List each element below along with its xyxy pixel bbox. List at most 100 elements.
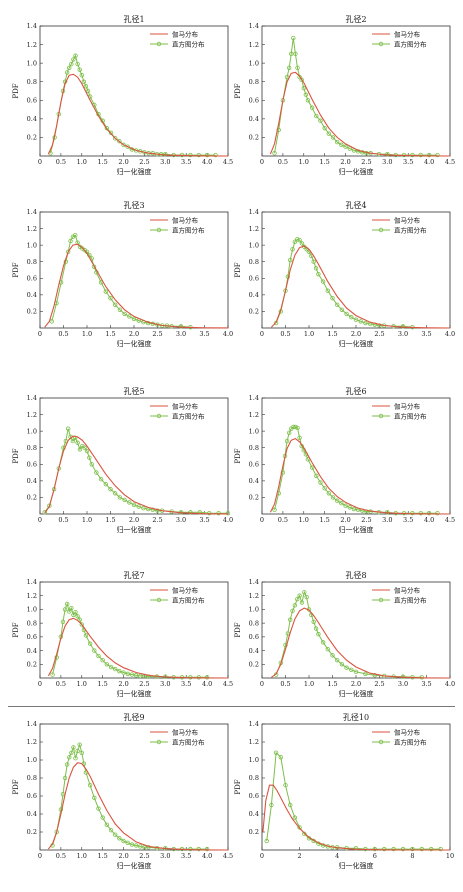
chart-title: 孔径3 — [123, 200, 144, 210]
y-tick-label: 1.4 — [27, 720, 37, 728]
chart-panel-10: 孔径10 0 2 4 6 8 10 0.2 0.4 0.6 0.8 1.0 1.2 1.4 归一化强度 PDF… — [234, 712, 454, 870]
histogram-point — [47, 503, 52, 508]
histogram-point — [349, 667, 354, 672]
legend-hist-marker — [156, 739, 162, 745]
x-axis-label: 归一化强度 — [117, 861, 152, 870]
legend-gamma-label: 伽马分布 — [394, 586, 421, 595]
x-tick-label: 8 — [410, 852, 414, 860]
legend-hist-marker — [378, 739, 384, 745]
histogram-point — [75, 748, 80, 754]
x-tick-label: 2.5 — [152, 330, 162, 338]
x-tick-label: 2.0 — [118, 852, 128, 860]
histogram-point — [295, 596, 300, 602]
y-tick-label: 0.2 — [249, 134, 259, 142]
series-histogram-line — [275, 238, 413, 328]
histogram-point — [326, 131, 332, 136]
histogram-point — [87, 783, 93, 788]
x-tick-label: 2 — [298, 852, 302, 860]
legend-hist-marker — [156, 41, 162, 47]
x-tick-label: 3.0 — [160, 852, 170, 860]
histogram-point — [295, 237, 300, 242]
y-tick-label: 0.4 — [27, 291, 37, 299]
histogram-point — [311, 259, 316, 264]
x-axis-label: 归一化强度 — [339, 689, 374, 698]
x-tick-label: 3.0 — [176, 330, 186, 338]
histogram-point — [343, 503, 348, 508]
histogram-point — [302, 590, 307, 595]
y-tick-label: 0.8 — [27, 774, 37, 782]
histogram-point — [297, 435, 302, 440]
histogram-point — [313, 266, 319, 271]
x-tick-label: 4.5 — [223, 852, 233, 860]
histogram-point — [65, 426, 71, 431]
histogram-point — [87, 641, 93, 646]
legend-hist-label: 直方图分布 — [394, 596, 427, 605]
x-tick-label: 10 — [446, 852, 454, 860]
y-tick-label: 1.0 — [27, 241, 37, 249]
histogram-point — [335, 139, 340, 145]
histogram-point — [293, 424, 298, 430]
y-tick-label: 0.2 — [27, 494, 37, 502]
histogram-point — [295, 65, 300, 70]
histogram-point — [117, 138, 122, 144]
y-tick-label: 1.4 — [249, 22, 259, 30]
histogram-point — [377, 323, 382, 328]
y-tick-label: 1.0 — [249, 606, 259, 614]
histogram-point — [127, 314, 132, 319]
y-tick-label: 0.6 — [249, 96, 259, 104]
histogram-point — [225, 510, 231, 516]
histogram-point — [288, 802, 293, 808]
histogram-point — [410, 846, 415, 852]
histogram-point — [204, 675, 210, 680]
series-gamma-line — [262, 784, 450, 851]
series-histogram-line — [52, 742, 208, 850]
histogram-point — [64, 70, 70, 75]
y-tick-label: 0.6 — [27, 792, 37, 800]
x-tick-label: 4.0 — [202, 852, 212, 860]
y-tick-label: 0.4 — [27, 647, 37, 655]
chart-title: 孔径8 — [345, 570, 366, 580]
histogram-point — [79, 622, 84, 627]
histogram-point — [73, 53, 78, 58]
histogram-point — [372, 846, 377, 852]
histogram-point — [89, 462, 94, 467]
x-tick-label: 6 — [373, 852, 377, 860]
histogram-point — [363, 671, 368, 677]
x-axis-label: 归一化强度 — [339, 167, 374, 176]
y-tick-label: 0.6 — [249, 274, 259, 282]
histogram-point — [50, 672, 55, 677]
histogram-point — [136, 504, 141, 509]
chart-title: 孔径9 — [123, 712, 144, 722]
histogram-point — [320, 640, 326, 645]
y-tick-label: 0.4 — [249, 477, 259, 485]
histogram-point — [75, 61, 80, 67]
histogram-point — [62, 607, 68, 612]
histogram-point — [67, 65, 72, 70]
series-histogram-line — [274, 426, 438, 514]
series-histogram-line — [49, 54, 216, 156]
histogram-point — [163, 151, 168, 157]
histogram-point — [351, 506, 357, 512]
histogram-point — [302, 831, 307, 836]
histogram-point — [297, 74, 302, 80]
histogram-point — [79, 73, 84, 78]
x-tick-label: 2.0 — [351, 680, 361, 688]
chart-panel-3: 孔径3 0 0.5 1.0 1.5 2.0 2.5 3.0 3.5 4.0 0.2 0.4 0.6 0.8… — [12, 200, 233, 348]
x-tick-label: 0 — [260, 158, 264, 166]
histogram-point — [73, 756, 78, 761]
y-tick-label: 0.4 — [27, 115, 37, 123]
legend-gamma-label: 伽马分布 — [172, 402, 199, 411]
legend-gamma-label: 伽马分布 — [394, 402, 421, 411]
legend-hist-label: 直方图分布 — [394, 40, 427, 49]
x-tick-label: 3.5 — [181, 852, 191, 860]
y-tick-label: 1.4 — [249, 720, 259, 728]
histogram-point — [112, 832, 118, 837]
histogram-point — [314, 473, 319, 479]
x-tick-label: 0.5 — [278, 158, 288, 166]
histogram-point — [382, 846, 387, 852]
chart-panel-5: 孔径5 0 0.5 1.0 1.5 2.0 2.5 3.0 3.5 4.0 0.2 0.4 0.6 0.8… — [12, 386, 233, 534]
histogram-point — [291, 35, 296, 41]
histogram-point — [289, 51, 294, 57]
legend-gamma-label: 伽马分布 — [394, 30, 421, 39]
